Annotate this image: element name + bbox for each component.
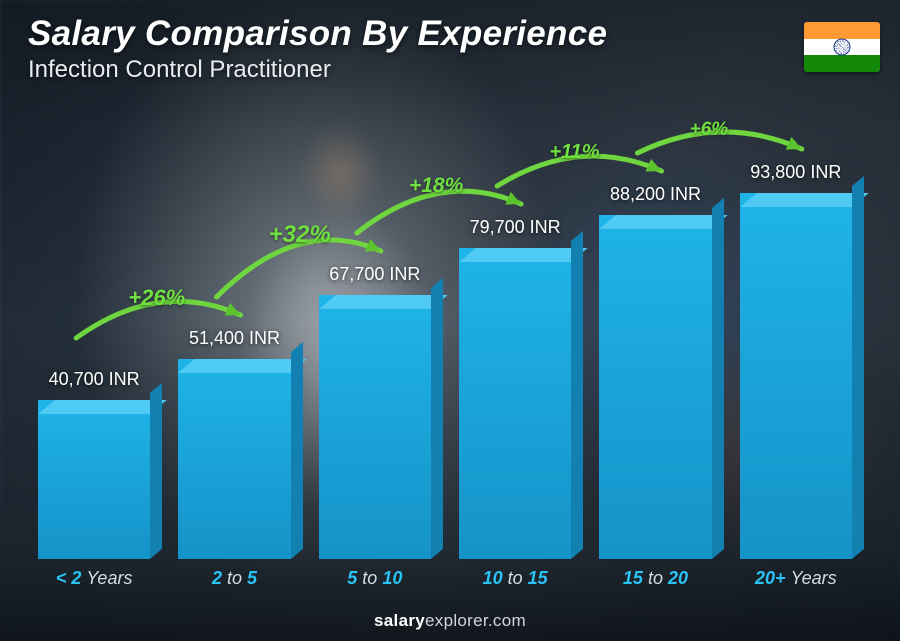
bar-3d (319, 295, 431, 559)
x-axis-label: 15 to 20 (599, 568, 711, 589)
bar-side-face (291, 342, 303, 559)
bar-chart: 40,700 INR 51,400 INR 67,700 INR 79,700 INR… (30, 129, 860, 589)
bar-side-face (571, 231, 583, 559)
footer-attribution: salaryexplorer.com (0, 611, 900, 631)
bar-top-face (178, 359, 307, 373)
bar-value-label: 79,700 INR (470, 217, 561, 238)
bar-top-face (459, 248, 588, 262)
bar-1: 51,400 INR (178, 328, 290, 559)
flag-stripe-top (804, 22, 880, 39)
bar-0: 40,700 INR (38, 369, 150, 559)
x-axis-label: < 2 Years (38, 568, 150, 589)
footer-brand-bold: salary (374, 611, 425, 630)
x-axis-label: 5 to 10 (319, 568, 431, 589)
bar-3d (38, 400, 150, 559)
bar-top-face (599, 215, 728, 229)
chart-subtitle: Infection Control Practitioner (28, 56, 607, 84)
bars-container: 40,700 INR 51,400 INR 67,700 INR 79,700 INR… (30, 129, 860, 559)
bar-3d (740, 193, 852, 559)
bar-value-label: 93,800 INR (750, 162, 841, 183)
x-axis-label: 20+ Years (740, 568, 852, 589)
x-axis-label: 10 to 15 (459, 568, 571, 589)
bar-3d (178, 359, 290, 559)
bar-front-face (178, 359, 290, 559)
bar-5: 93,800 INR (740, 162, 852, 559)
flag-stripe-bot (804, 55, 880, 72)
bar-top-face (38, 400, 167, 414)
bar-value-label: 88,200 INR (610, 184, 701, 205)
bar-3d (599, 215, 711, 559)
bar-side-face (150, 383, 162, 559)
bar-3: 79,700 INR (459, 217, 571, 559)
title-block: Salary Comparison By Experience Infectio… (28, 14, 607, 84)
bar-value-label: 40,700 INR (49, 369, 140, 390)
x-axis-label: 2 to 5 (178, 568, 290, 589)
bar-3d (459, 248, 571, 559)
bar-front-face (459, 248, 571, 559)
bar-2: 67,700 INR (319, 264, 431, 559)
bar-front-face (740, 193, 852, 559)
bar-4: 88,200 INR (599, 184, 711, 559)
footer-brand-rest: explorer.com (425, 611, 526, 630)
country-flag-india (804, 22, 880, 72)
flag-chakra-icon (834, 39, 851, 56)
bar-front-face (599, 215, 711, 559)
bar-top-face (319, 295, 448, 309)
bar-front-face (38, 400, 150, 559)
bar-value-label: 51,400 INR (189, 328, 280, 349)
x-axis: < 2 Years 2 to 5 5 to 10 10 to 15 15 to 20 20… (30, 568, 860, 589)
bar-side-face (712, 198, 724, 559)
bar-side-face (431, 278, 443, 559)
bar-value-label: 67,700 INR (329, 264, 420, 285)
bar-front-face (319, 295, 431, 559)
chart-title: Salary Comparison By Experience (28, 14, 607, 54)
bar-side-face (852, 176, 864, 559)
bar-top-face (740, 193, 869, 207)
